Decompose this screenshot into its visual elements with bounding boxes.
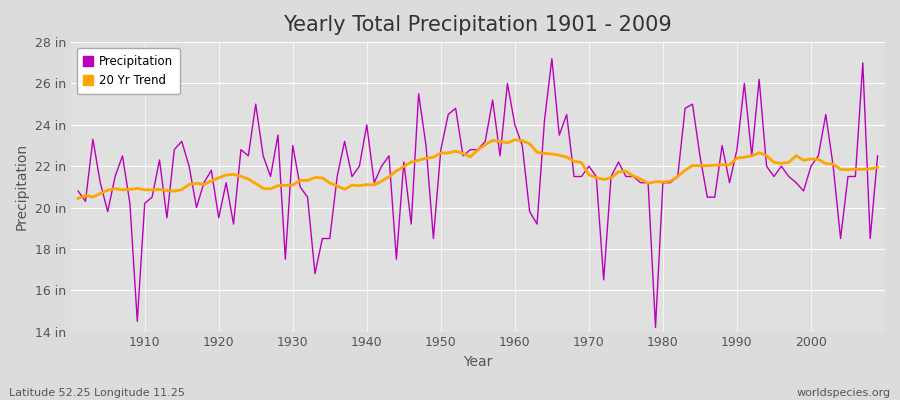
Text: worldspecies.org: worldspecies.org — [796, 388, 891, 398]
Y-axis label: Precipitation: Precipitation — [15, 143, 29, 230]
X-axis label: Year: Year — [464, 355, 492, 369]
Legend: Precipitation, 20 Yr Trend: Precipitation, 20 Yr Trend — [76, 48, 180, 94]
Text: Latitude 52.25 Longitude 11.25: Latitude 52.25 Longitude 11.25 — [9, 388, 184, 398]
Title: Yearly Total Precipitation 1901 - 2009: Yearly Total Precipitation 1901 - 2009 — [284, 15, 672, 35]
